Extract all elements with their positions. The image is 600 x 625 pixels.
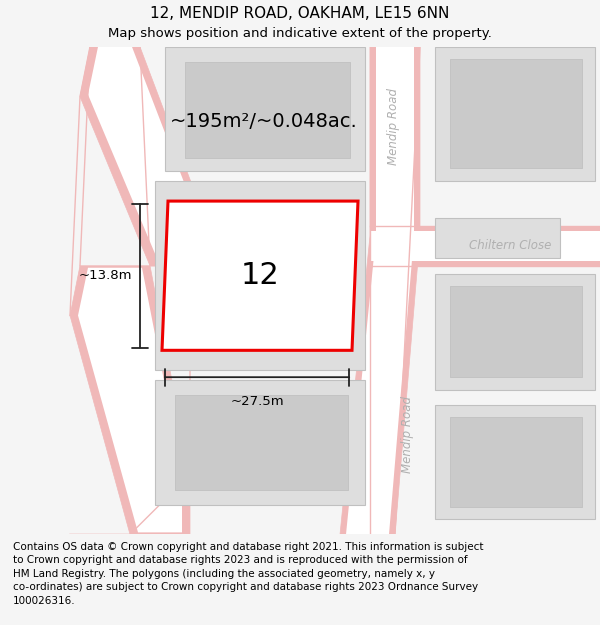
Polygon shape — [88, 47, 192, 261]
Polygon shape — [175, 395, 348, 489]
Text: ~27.5m: ~27.5m — [230, 395, 284, 408]
Polygon shape — [70, 266, 190, 534]
Polygon shape — [78, 268, 182, 532]
Polygon shape — [340, 47, 420, 534]
Polygon shape — [162, 201, 358, 351]
Polygon shape — [370, 226, 600, 266]
Polygon shape — [435, 47, 595, 181]
Text: 12: 12 — [241, 261, 280, 290]
Text: Chiltern Close: Chiltern Close — [469, 239, 551, 252]
Polygon shape — [165, 47, 365, 171]
Polygon shape — [370, 231, 600, 261]
Polygon shape — [346, 47, 414, 534]
Polygon shape — [435, 405, 595, 519]
Polygon shape — [450, 417, 582, 506]
Text: Mendip Road: Mendip Road — [401, 396, 415, 473]
Text: Contains OS data © Crown copyright and database right 2021. This information is : Contains OS data © Crown copyright and d… — [13, 542, 484, 606]
Text: Map shows position and indicative extent of the property.: Map shows position and indicative extent… — [108, 28, 492, 40]
Polygon shape — [185, 62, 350, 158]
Text: ~13.8m: ~13.8m — [79, 269, 132, 282]
Polygon shape — [155, 181, 365, 370]
Polygon shape — [450, 59, 582, 168]
Text: 12, MENDIP ROAD, OAKHAM, LE15 6NN: 12, MENDIP ROAD, OAKHAM, LE15 6NN — [151, 6, 449, 21]
Text: Mendip Road: Mendip Road — [386, 88, 400, 165]
Polygon shape — [450, 286, 582, 377]
Polygon shape — [80, 47, 200, 266]
Polygon shape — [155, 380, 365, 504]
Polygon shape — [435, 274, 595, 390]
Polygon shape — [435, 218, 560, 258]
Text: ~195m²/~0.048ac.: ~195m²/~0.048ac. — [170, 112, 358, 131]
